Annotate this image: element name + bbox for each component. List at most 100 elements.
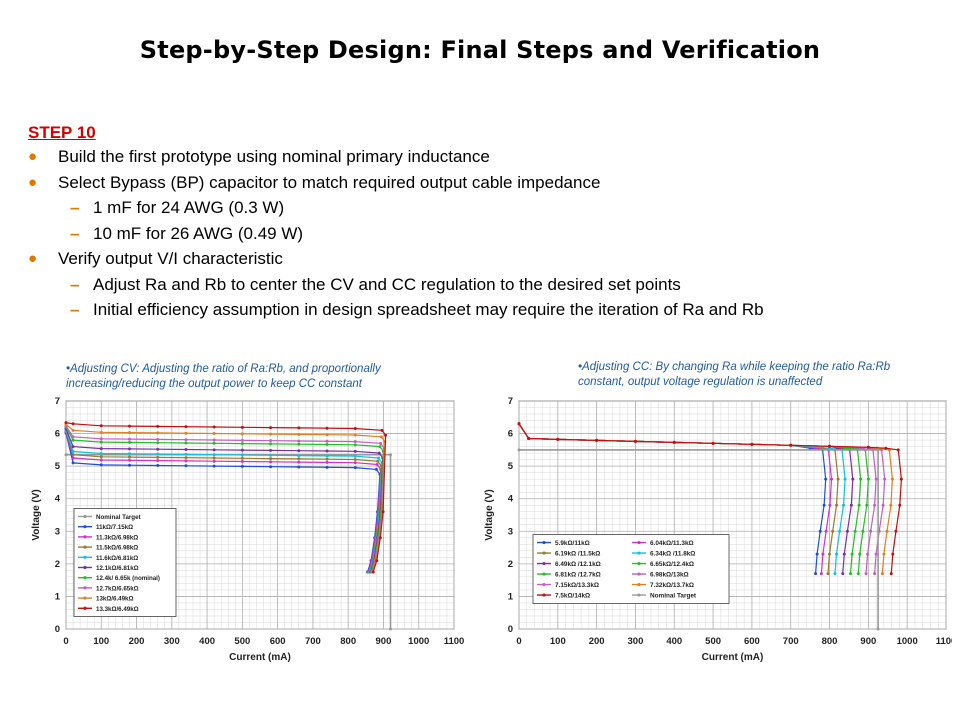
x-tick-label: 400 bbox=[666, 636, 682, 647]
x-axis-label: Current (mA) bbox=[229, 652, 291, 663]
data-point bbox=[829, 477, 833, 481]
legend-marker bbox=[637, 572, 641, 576]
data-point bbox=[815, 552, 819, 556]
y-axis-label: Voltage (V) bbox=[31, 489, 42, 540]
data-point bbox=[212, 453, 216, 457]
data-point bbox=[379, 441, 383, 445]
data-point bbox=[240, 453, 244, 457]
dash-icon: – bbox=[70, 198, 80, 217]
data-point bbox=[297, 432, 301, 436]
data-point bbox=[380, 428, 384, 432]
y-axis-label: Voltage (V) bbox=[484, 489, 495, 540]
data-point bbox=[269, 453, 273, 457]
data-point bbox=[873, 503, 877, 507]
data-point bbox=[99, 440, 103, 444]
data-point bbox=[127, 455, 131, 459]
x-tick-label: 0 bbox=[63, 636, 68, 647]
data-point bbox=[866, 477, 870, 481]
legend-label: 11kΩ/7.15kΩ bbox=[96, 524, 133, 531]
data-point bbox=[353, 433, 357, 437]
data-point bbox=[838, 529, 842, 533]
sub-bullet-2-2: –10 mF for 26 AWG (0.49 W) bbox=[28, 221, 948, 247]
y-tick-label: 7 bbox=[55, 396, 60, 407]
y-tick-label: 1 bbox=[55, 591, 61, 602]
legend-marker bbox=[637, 582, 641, 587]
data-point bbox=[843, 477, 847, 481]
data-point bbox=[389, 627, 393, 631]
data-point bbox=[127, 452, 131, 456]
data-point bbox=[842, 503, 846, 507]
dash-icon: – bbox=[70, 223, 80, 243]
legend-label: 6.19kΩ /11.5kΩ bbox=[555, 551, 600, 558]
data-point bbox=[71, 456, 75, 460]
data-point bbox=[297, 460, 301, 464]
data-point bbox=[874, 477, 878, 481]
legend-label: 6.81kΩ /12.7kΩ bbox=[555, 572, 601, 579]
legend-marker bbox=[83, 525, 87, 529]
data-point bbox=[835, 503, 839, 507]
x-tick-label: 500 bbox=[234, 636, 250, 647]
legend-label: Nominal Target bbox=[650, 593, 697, 600]
legend-marker bbox=[83, 596, 87, 600]
data-point bbox=[828, 552, 832, 556]
data-point bbox=[890, 477, 894, 481]
cc-chart: 0 100 200 300 400 500 600 700 800 900 1000 1100 0 1 2 3… bbox=[484, 396, 952, 663]
data-point bbox=[269, 426, 273, 430]
data-point bbox=[850, 552, 854, 556]
data-point bbox=[184, 459, 188, 463]
data-point bbox=[269, 460, 273, 464]
data-point bbox=[71, 422, 75, 426]
data-point bbox=[874, 552, 878, 556]
data-point bbox=[378, 445, 382, 449]
x-tick-label: 800 bbox=[822, 636, 838, 647]
cv-chart-caption: •Adjusting CV: Adjusting the ratio of Ra… bbox=[66, 363, 381, 390]
data-point bbox=[711, 441, 715, 445]
bullet-2: ● Select Bypass (BP) capacitor to match r… bbox=[28, 170, 948, 196]
x-tick-label: 300 bbox=[164, 636, 180, 647]
data-point bbox=[842, 552, 846, 556]
data-point bbox=[212, 464, 216, 468]
x-tick-label: 100 bbox=[550, 636, 566, 647]
data-point bbox=[156, 463, 160, 467]
data-point bbox=[377, 456, 381, 460]
x-tick-label: 1100 bbox=[444, 636, 465, 647]
series-line bbox=[65, 428, 384, 573]
x-tick-label: 900 bbox=[860, 636, 876, 647]
data-point bbox=[883, 477, 887, 481]
legend-label: 12.7kΩ/6.65kΩ bbox=[96, 585, 139, 592]
data-point bbox=[240, 438, 244, 442]
series-line bbox=[65, 429, 383, 573]
data-point bbox=[353, 449, 357, 453]
data-point bbox=[858, 552, 862, 556]
data-point bbox=[71, 453, 75, 457]
y-tick-label: 6 bbox=[55, 429, 60, 440]
x-tick-label: 1000 bbox=[897, 636, 918, 647]
y-tick-label: 5 bbox=[55, 461, 61, 472]
data-point bbox=[269, 442, 273, 446]
data-point bbox=[896, 448, 900, 452]
data-point bbox=[99, 430, 103, 434]
data-point bbox=[353, 443, 357, 447]
series-line bbox=[65, 423, 386, 573]
data-point bbox=[889, 572, 893, 576]
data-point bbox=[374, 467, 378, 471]
legend-label: 6.98kΩ/13kΩ bbox=[650, 572, 689, 579]
data-point bbox=[156, 424, 160, 428]
step-label: STEP 10 bbox=[28, 123, 96, 142]
legend-marker bbox=[637, 593, 641, 597]
legend-label: 6.04kΩ/11.3kΩ bbox=[650, 540, 694, 547]
x-tick-label: 200 bbox=[129, 636, 145, 647]
data-point bbox=[899, 477, 903, 481]
data-point bbox=[127, 424, 131, 428]
legend-marker bbox=[637, 540, 641, 545]
data-point bbox=[184, 441, 188, 445]
data-point bbox=[517, 448, 521, 452]
data-point bbox=[861, 529, 865, 533]
data-point bbox=[269, 448, 273, 452]
legend-marker bbox=[83, 606, 87, 610]
data-point bbox=[353, 427, 357, 431]
data-point bbox=[240, 448, 244, 452]
legend-label: 7.15kΩ/13.3kΩ bbox=[555, 582, 599, 589]
data-point bbox=[184, 448, 188, 452]
data-point bbox=[818, 529, 822, 533]
